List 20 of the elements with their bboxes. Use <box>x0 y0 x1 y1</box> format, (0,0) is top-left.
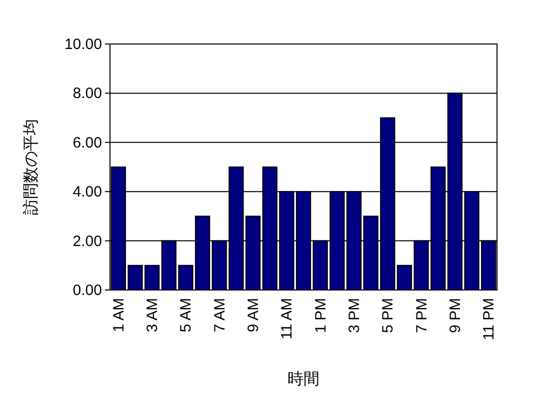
x-tick-label: 1 AM <box>110 298 128 332</box>
y-tick-label: 6.00 <box>72 134 102 152</box>
x-tick-label: 3 AM <box>144 298 162 332</box>
x-tick-label: 11 PM <box>480 298 498 340</box>
x-tick-label: 7 PM <box>413 298 430 334</box>
x-tick-label: 1 PM <box>312 298 330 334</box>
y-tick-label: 4.00 <box>72 184 102 201</box>
x-tick-label: 7 AM <box>211 298 228 332</box>
x-tick-label: 5 AM <box>178 298 195 332</box>
y-tick-label: 8.00 <box>72 85 102 102</box>
y-tick-label: 2.00 <box>72 232 102 250</box>
x-tick-label: 9 PM <box>446 298 464 334</box>
x-tick-label: 11 AM <box>278 298 296 340</box>
x-tick-label: 5 PM <box>380 298 397 334</box>
x-tick-label: 9 AM <box>245 298 262 332</box>
x-axis-title: 時間 <box>288 370 320 388</box>
y-tick-label: 0.00 <box>72 282 102 299</box>
y-axis-title: 訪問数の平均 <box>22 119 40 215</box>
x-tick-label: 3 PM <box>346 298 363 334</box>
y-tick-label: 10.00 <box>64 36 102 53</box>
